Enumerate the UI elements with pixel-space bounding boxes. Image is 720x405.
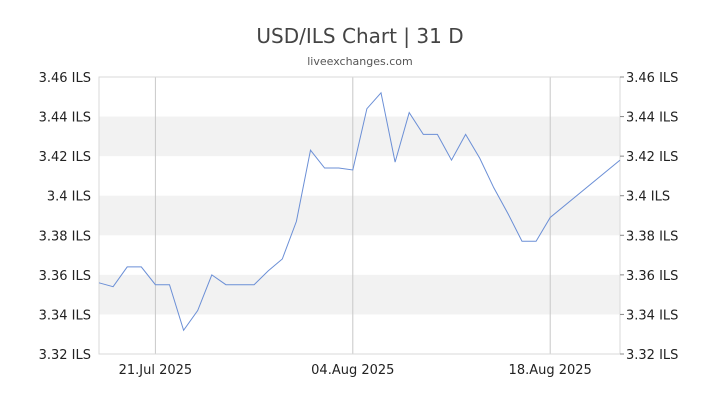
y-tick-label: 3.38 ILS: [39, 229, 91, 244]
grid-band: [99, 274, 620, 315]
chart-title: USD/ILS Chart | 31 D: [256, 24, 464, 48]
y-tick-label-right: 3.44 ILS: [626, 111, 678, 126]
grid-bands: [99, 116, 620, 315]
y-tick-label-right: 3.34 ILS: [626, 308, 678, 323]
vertical-gridlines: [154, 77, 551, 354]
y-tick-label: 3.44 ILS: [39, 111, 91, 126]
y-tick-label: 3.36 ILS: [39, 269, 91, 284]
y-axis-right: 3.32 ILS 3.34 ILS 3.36 ILS 3.38 ILS 3.4 ILS 3…: [620, 71, 678, 363]
y-tick-label: 3.34 ILS: [39, 308, 91, 323]
plot-border: [98, 76, 621, 355]
series-line: [98, 91, 621, 332]
y-tick-label-right: 3.42 ILS: [626, 150, 678, 165]
y-tick-label-right: 3.4 ILS: [626, 190, 670, 205]
y-tick-label: 3.4 ILS: [47, 190, 91, 205]
series-layer: [98, 91, 621, 332]
x-tick-label: 18.Aug 2025: [509, 363, 592, 378]
y-tick-label-right: 3.32 ILS: [626, 348, 678, 363]
x-axis: 21.Jul 2025 04.Aug 2025 18.Aug 2025: [119, 363, 592, 378]
y-tick-label: 3.32 ILS: [39, 348, 91, 363]
y-axis-left: 3.32 ILS 3.34 ILS 3.36 ILS 3.38 ILS 3.4 ILS 3…: [39, 71, 91, 363]
grid-band: [99, 116, 620, 157]
chart-subtitle: liveexchanges.com: [307, 55, 413, 68]
y-tick-label: 3.42 ILS: [39, 150, 91, 165]
grid-band: [99, 195, 620, 236]
y-tick-label-right: 3.38 ILS: [626, 229, 678, 244]
y-tick-label-right: 3.36 ILS: [626, 269, 678, 284]
y-tick-label: 3.46 ILS: [39, 71, 91, 86]
y-tick-label-right: 3.46 ILS: [626, 71, 678, 86]
x-tick-label: 21.Jul 2025: [119, 363, 193, 378]
x-tick-label: 04.Aug 2025: [311, 363, 394, 378]
